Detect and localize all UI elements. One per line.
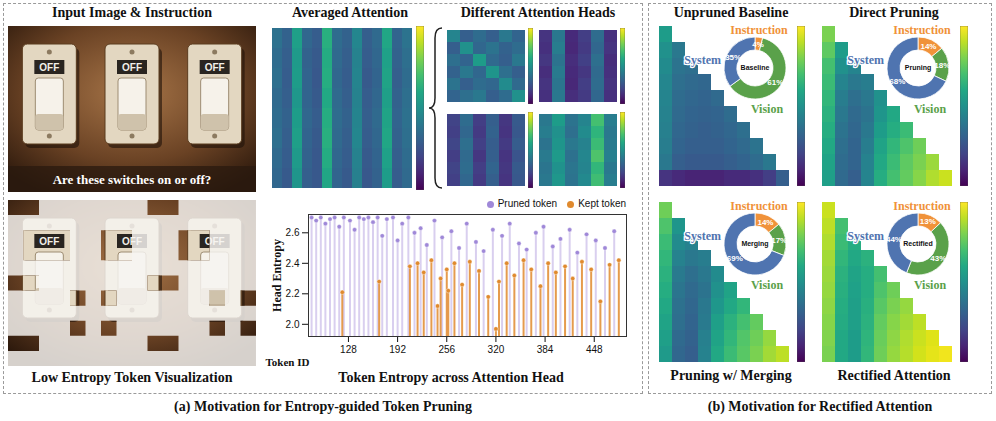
svg-text:Instruction: Instruction <box>893 199 951 213</box>
svg-text:Instruction: Instruction <box>730 23 788 37</box>
svg-text:44%: 44% <box>886 235 902 244</box>
svg-text:18%: 18% <box>934 61 950 70</box>
svg-text:128: 128 <box>340 344 357 355</box>
svg-text:Baseline: Baseline <box>741 64 770 71</box>
svg-text:2.2: 2.2 <box>286 288 300 299</box>
svg-text:320: 320 <box>488 344 505 355</box>
svg-text:14%: 14% <box>757 218 773 227</box>
svg-text:448: 448 <box>586 344 603 355</box>
svg-text:Instruction: Instruction <box>730 199 788 213</box>
svg-text:Rectified: Rectified <box>903 240 933 247</box>
svg-text:43%: 43% <box>930 254 946 263</box>
svg-text:Are these switches on or off?: Are these switches on or off? <box>53 172 212 187</box>
html-text:(b) Motivation for Rectified A: (b) Motivation for Rectified Attention <box>707 399 933 414</box>
html-text:Rectified Attention: Rectified Attention <box>837 368 951 383</box>
svg-text:Head Entropy: Head Entropy <box>270 239 284 312</box>
svg-text:Vision: Vision <box>751 278 784 292</box>
html-text:Direct Pruning: Direct Pruning <box>849 5 939 20</box>
svg-text:4%: 4% <box>752 39 764 48</box>
svg-text:System: System <box>684 53 721 67</box>
svg-text:Instruction: Instruction <box>893 23 951 37</box>
svg-text:OFF: OFF <box>205 236 225 247</box>
svg-text:OFF: OFF <box>39 62 59 73</box>
svg-text:14%: 14% <box>920 42 936 51</box>
svg-text:256: 256 <box>438 344 455 355</box>
svg-text:Vision: Vision <box>914 278 947 292</box>
html-text:Averaged Attention: Averaged Attention <box>292 5 408 20</box>
html-text:Token Entropy across Attention: Token Entropy across Attention Head <box>338 370 564 385</box>
svg-text:69%: 69% <box>727 254 743 263</box>
svg-text:System: System <box>847 229 884 243</box>
svg-text:OFF: OFF <box>122 62 142 73</box>
svg-text:OFF: OFF <box>205 62 225 73</box>
html-text:Unpruned Baseline: Unpruned Baseline <box>673 5 789 20</box>
svg-text:2.6: 2.6 <box>286 227 300 238</box>
html-text:Pruned token: Pruned token <box>497 198 558 209</box>
svg-text:OFF: OFF <box>205 236 225 247</box>
svg-text:384: 384 <box>537 344 554 355</box>
html-text:Different Attention Heads: Different Attention Heads <box>460 5 616 20</box>
svg-text:OFF: OFF <box>39 236 59 247</box>
html-text:Low Entropy Token Visualizatio: Low Entropy Token Visualization <box>31 370 233 385</box>
svg-text:OFF: OFF <box>122 236 142 247</box>
svg-text:Merging: Merging <box>741 240 768 248</box>
svg-text:2.0: 2.0 <box>286 319 300 330</box>
svg-text:System: System <box>684 229 721 243</box>
svg-text:Vision: Vision <box>914 102 947 116</box>
svg-text:35%: 35% <box>725 53 741 62</box>
svg-text:OFF: OFF <box>122 236 142 247</box>
svg-text:Pruning: Pruning <box>905 64 931 72</box>
svg-text:Vision: Vision <box>751 102 784 116</box>
svg-text:13%: 13% <box>920 217 936 226</box>
svg-text:Token ID: Token ID <box>266 356 310 368</box>
html-text:Kept token: Kept token <box>578 198 626 209</box>
svg-text:2.4: 2.4 <box>286 258 300 269</box>
svg-text:OFF: OFF <box>39 236 59 247</box>
svg-text:17%: 17% <box>771 236 787 245</box>
svg-text:68%: 68% <box>889 77 905 86</box>
html-text:(a) Motivation for Entropy-gui: (a) Motivation for Entropy-guided Token … <box>174 399 472 414</box>
svg-text:System: System <box>847 53 884 67</box>
svg-text:61%: 61% <box>767 78 783 87</box>
svg-text:192: 192 <box>389 344 406 355</box>
html-text:Input Image & Instruction: Input Image & Instruction <box>52 5 212 20</box>
html-text:Pruning w/ Merging: Pruning w/ Merging <box>670 368 792 383</box>
